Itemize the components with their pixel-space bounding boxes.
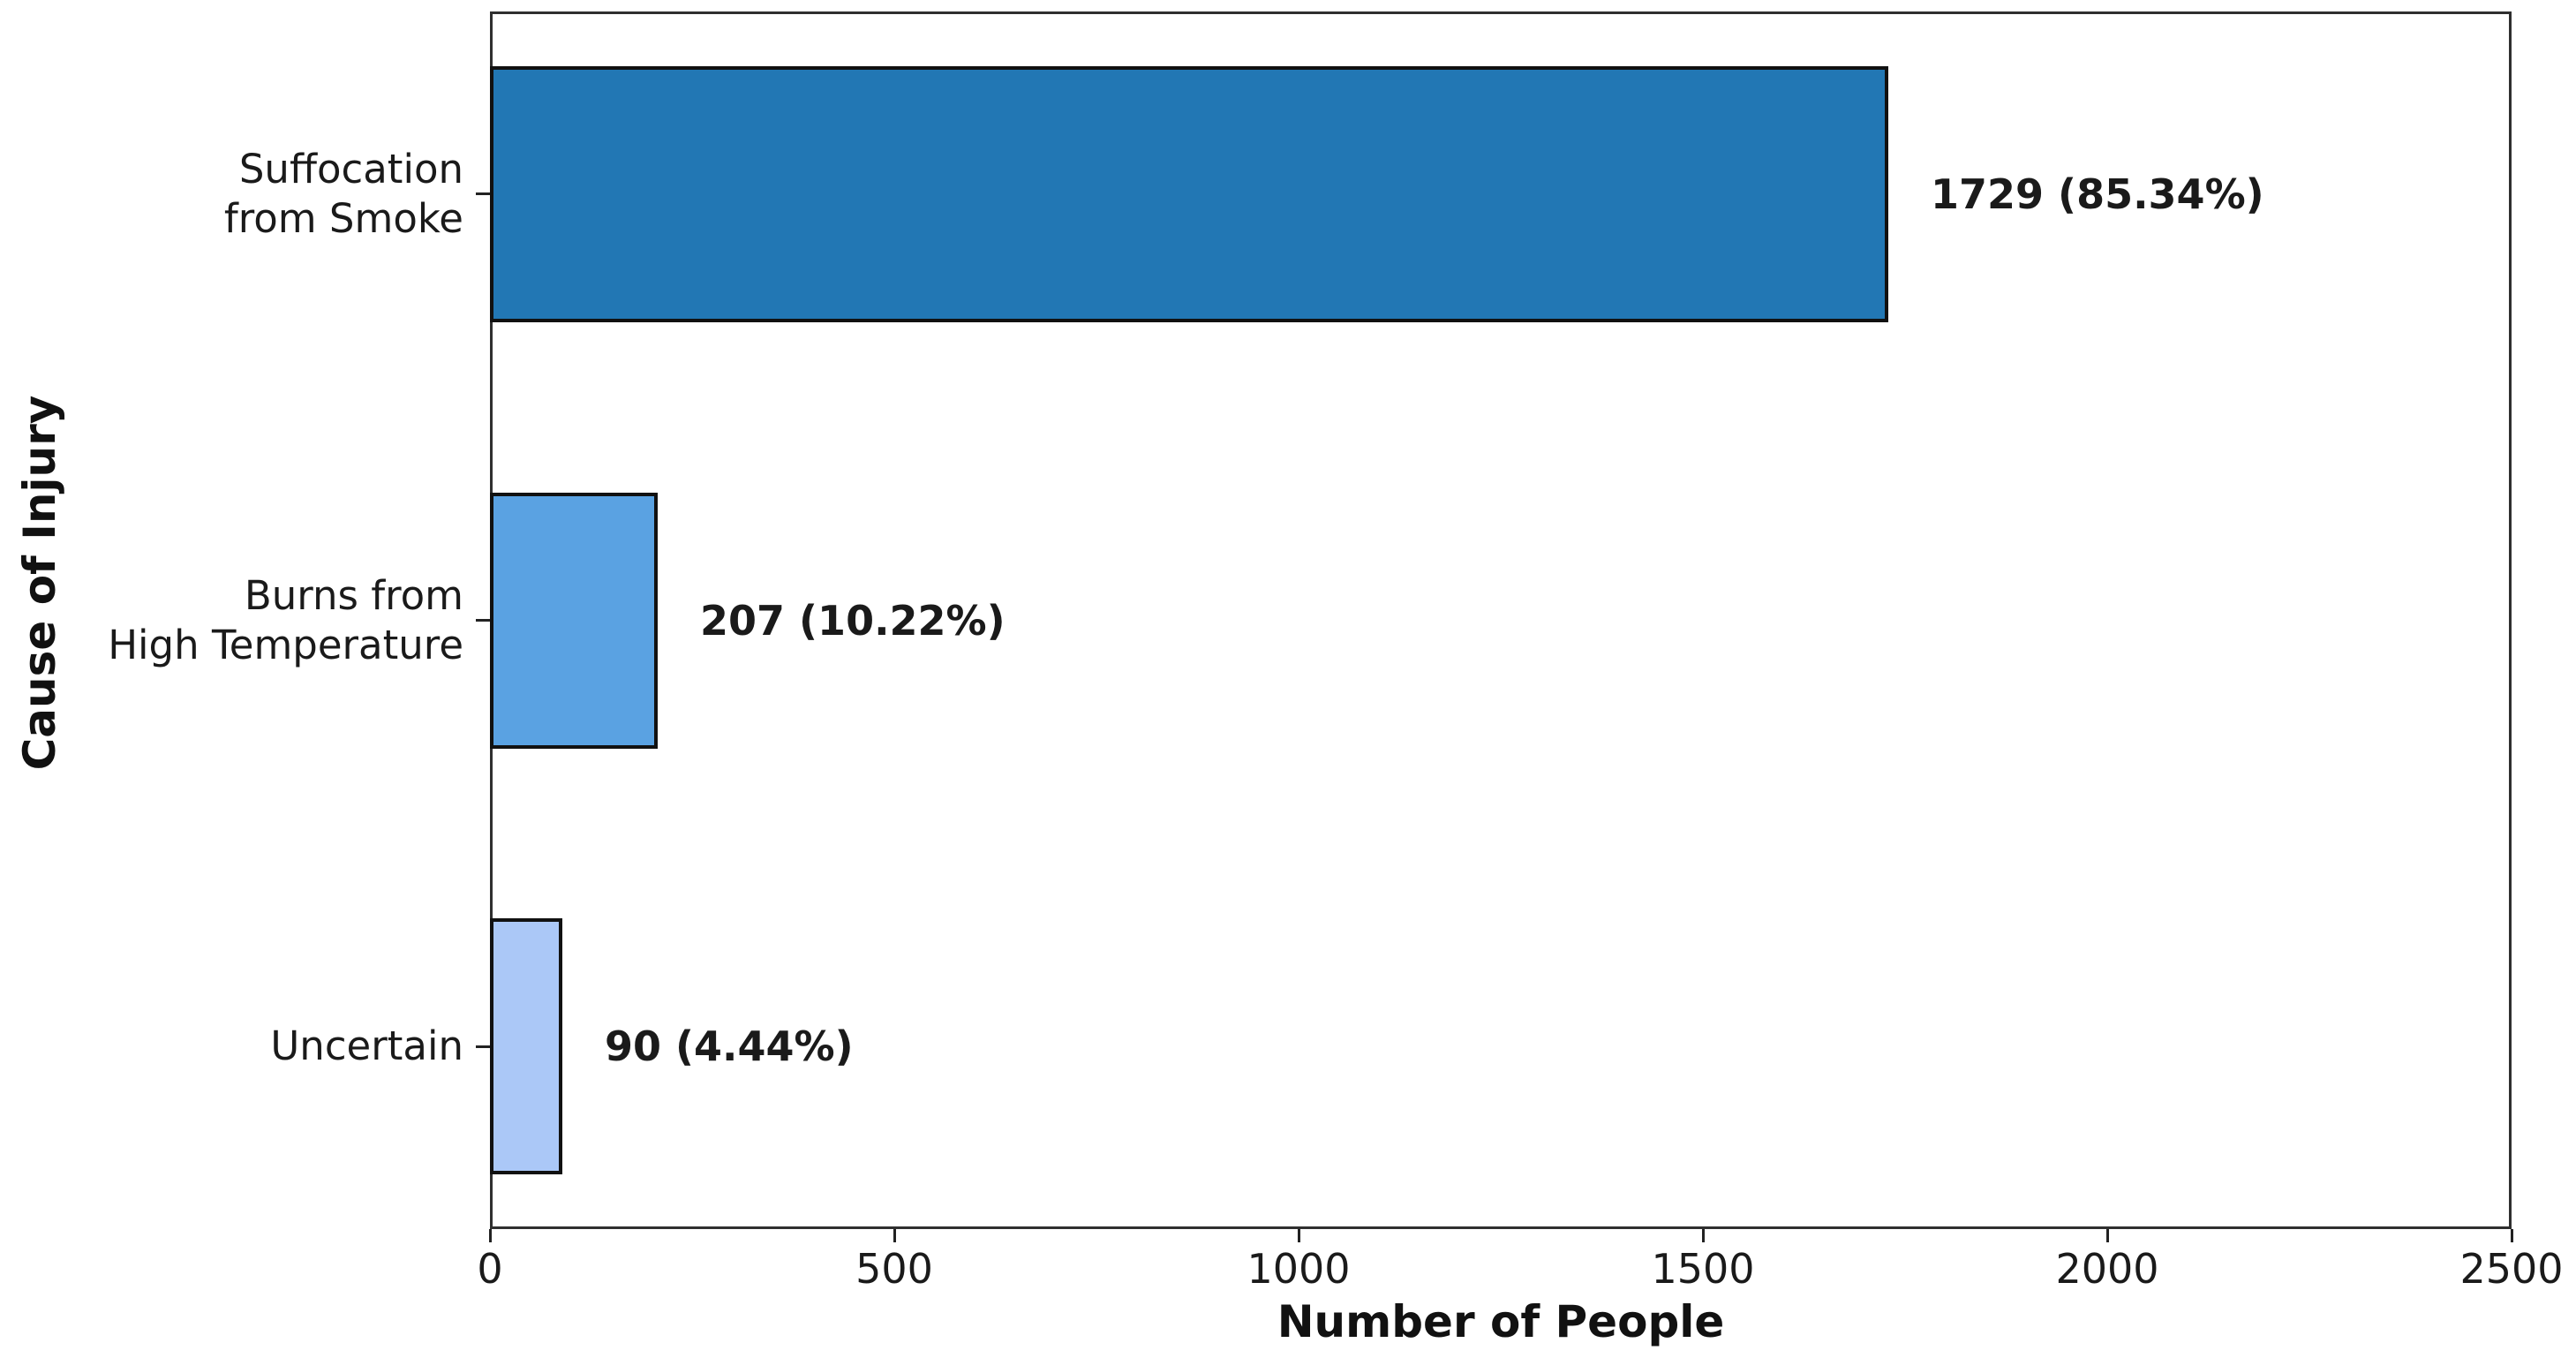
- bar-1: [490, 493, 658, 749]
- x-axis-title: Number of People: [1277, 1296, 1725, 1347]
- x-tick-label: 0: [477, 1245, 503, 1293]
- x-tick-mark: [893, 1229, 896, 1242]
- x-tick-mark: [1298, 1229, 1300, 1242]
- bar-value-label: 207 (10.22%): [700, 597, 1006, 645]
- bar-0: [490, 66, 1888, 322]
- x-tick-mark: [2106, 1229, 2109, 1242]
- x-tick-label: 500: [855, 1245, 933, 1293]
- bar-2: [490, 918, 562, 1174]
- bar-value-label: 90 (4.44%): [605, 1022, 854, 1070]
- y-tick-label: Suffocation from Smoke: [223, 146, 463, 242]
- x-tick-mark: [1702, 1229, 1705, 1242]
- y-tick-mark: [476, 619, 490, 622]
- x-tick-mark: [489, 1229, 492, 1242]
- x-tick-label: 2000: [2055, 1245, 2159, 1293]
- y-tick-label: Burns from High Temperature: [108, 572, 463, 668]
- x-tick-label: 2500: [2459, 1245, 2564, 1293]
- y-tick-label: Uncertain: [270, 1022, 463, 1069]
- x-tick-label: 1000: [1247, 1245, 1351, 1293]
- y-tick-mark: [476, 1045, 490, 1048]
- x-tick-label: 1500: [1651, 1245, 1755, 1293]
- y-tick-mark: [476, 192, 490, 195]
- bar-value-label: 1729 (85.34%): [1931, 170, 2264, 218]
- x-tick-mark: [2511, 1229, 2513, 1242]
